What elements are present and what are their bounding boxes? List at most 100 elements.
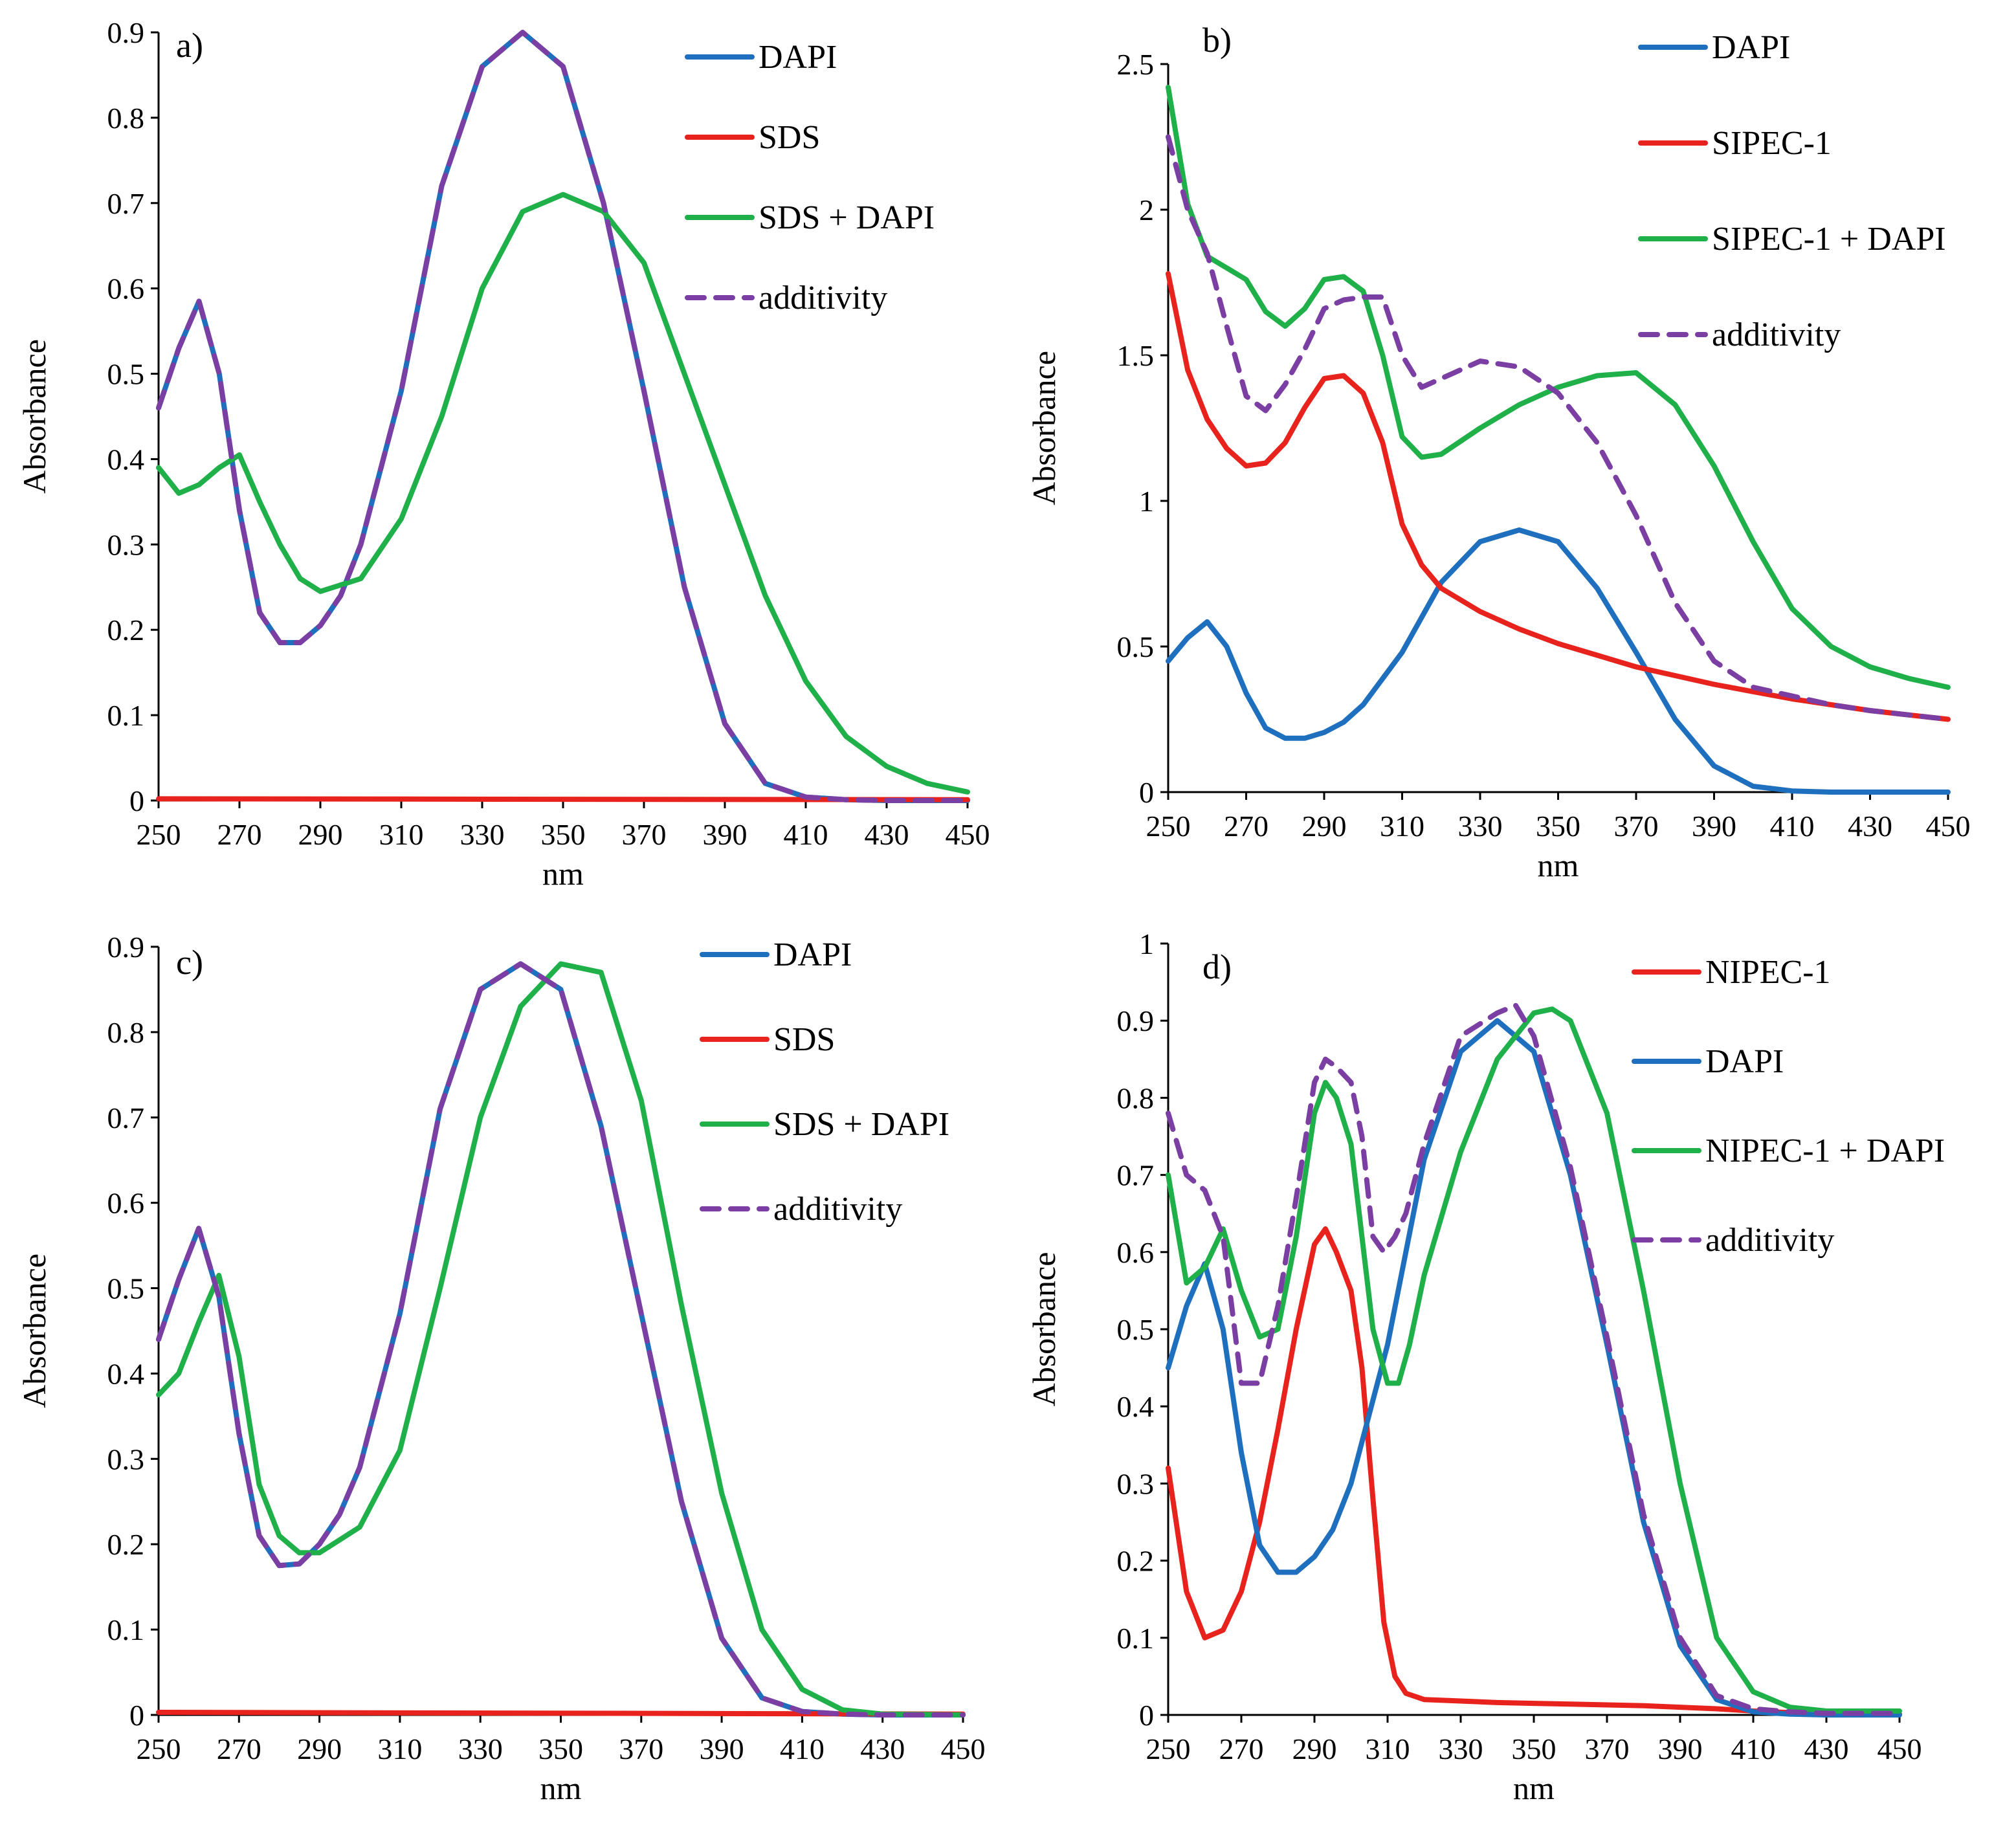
y-tick-label: 0.7 bbox=[107, 1101, 145, 1134]
legend-label: additivity bbox=[1712, 316, 1841, 353]
y-tick-label: 0.9 bbox=[1117, 1004, 1155, 1037]
y-tick-label: 2 bbox=[1139, 193, 1154, 226]
x-tick-label: 270 bbox=[217, 1732, 261, 1765]
x-tick-label: 310 bbox=[377, 1732, 422, 1765]
legend-label: SIPEC-1 + DAPI bbox=[1712, 221, 1946, 258]
x-tick-label: 450 bbox=[946, 818, 990, 851]
series-line-additivity bbox=[1166, 134, 1951, 722]
x-tick-label: 330 bbox=[1439, 1732, 1483, 1765]
x-tick-label: 430 bbox=[860, 1732, 905, 1765]
x-tick-label: 250 bbox=[1146, 1732, 1191, 1765]
y-axis-title: Absorbance bbox=[16, 339, 52, 494]
y-tick-label: 1.5 bbox=[1117, 339, 1155, 372]
x-tick-label: 250 bbox=[137, 1732, 181, 1765]
y-tick-label: 0.3 bbox=[107, 528, 145, 561]
legend-label: NIPEC-1 bbox=[1705, 954, 1831, 991]
y-tick-label: 0.5 bbox=[1117, 1313, 1155, 1346]
x-tick-label: 410 bbox=[1731, 1732, 1776, 1765]
chart-panel-c: 0 0.1 0.2 0.3 0.4 0.5 0.6 0.7 0.8 0.9 250 270 290 310… bbox=[16, 931, 986, 1806]
x-tick-label: 350 bbox=[538, 1732, 583, 1765]
x-tick-label: 410 bbox=[784, 818, 828, 851]
series-line-sds bbox=[156, 1710, 966, 1717]
y-axis-title: Absorbance bbox=[16, 1254, 52, 1408]
x-tick-label: 310 bbox=[1380, 810, 1424, 843]
legend-label: NIPEC-1 + DAPI bbox=[1705, 1132, 1945, 1169]
y-tick-label: 1 bbox=[1139, 927, 1154, 960]
series-line-additivity bbox=[156, 30, 970, 803]
x-tick-label: 390 bbox=[700, 1732, 744, 1765]
legend-label: DAPI bbox=[759, 39, 837, 76]
y-tick-label: 0.9 bbox=[107, 16, 145, 49]
x-tick-label: 330 bbox=[458, 1732, 503, 1765]
x-tick-label: 330 bbox=[1458, 810, 1503, 843]
y-tick-label: 0.8 bbox=[107, 1016, 145, 1049]
x-tick-label: 270 bbox=[217, 818, 262, 851]
x-tick-label: 390 bbox=[1692, 810, 1736, 843]
x-tick-label: 250 bbox=[1146, 810, 1191, 843]
series-line-additivity bbox=[1166, 1002, 1902, 1716]
legend-label: SDS + DAPI bbox=[773, 1106, 949, 1143]
legend-label: additivity bbox=[1705, 1222, 1834, 1259]
x-axis-title: nm bbox=[540, 1770, 582, 1806]
y-tick-label: 0.5 bbox=[107, 1272, 145, 1305]
x-axis-title: nm bbox=[1513, 1770, 1555, 1806]
y-tick-label: 0.1 bbox=[107, 699, 145, 732]
x-axis-title: nm bbox=[1538, 847, 1579, 883]
y-tick-label: 0.4 bbox=[107, 1357, 145, 1390]
x-tick-label: 450 bbox=[1926, 810, 1971, 843]
y-tick-label: 1 bbox=[1139, 485, 1154, 518]
legend-label: SDS bbox=[773, 1021, 835, 1058]
x-tick-label: 370 bbox=[1585, 1732, 1630, 1765]
x-tick-label: 330 bbox=[460, 818, 505, 851]
chart-panel-a: 0 0.1 0.2 0.3 0.4 0.5 0.6 0.7 0.8 0.9 250 270 290 310… bbox=[16, 16, 990, 892]
x-tick-label: 290 bbox=[298, 818, 343, 851]
x-tick-label: 290 bbox=[297, 1732, 342, 1765]
x-tick-label: 310 bbox=[379, 818, 424, 851]
x-tick-label: 250 bbox=[137, 818, 181, 851]
panel-label: a) bbox=[176, 26, 203, 65]
legend-label: DAPI bbox=[773, 936, 852, 973]
x-tick-label: 370 bbox=[622, 818, 667, 851]
y-tick-label: 0.7 bbox=[107, 187, 145, 220]
y-tick-label: 0.6 bbox=[107, 1187, 145, 1220]
x-axis-title: nm bbox=[542, 856, 584, 892]
series-line-dapi bbox=[1166, 527, 1951, 795]
legend-label: DAPI bbox=[1705, 1043, 1784, 1080]
x-tick-label: 290 bbox=[1292, 1732, 1337, 1765]
x-tick-label: 270 bbox=[1219, 1732, 1264, 1765]
y-tick-label: 0.8 bbox=[1117, 1081, 1155, 1114]
y-tick-label: 0.9 bbox=[107, 931, 145, 964]
x-tick-label: 390 bbox=[1658, 1732, 1703, 1765]
y-tick-label: 0.2 bbox=[1117, 1545, 1155, 1578]
y-tick-label: 0.6 bbox=[107, 272, 145, 305]
x-tick-label: 450 bbox=[1878, 1732, 1922, 1765]
y-tick-label: 0 bbox=[129, 784, 144, 817]
y-tick-label: 0.3 bbox=[1117, 1467, 1155, 1500]
y-tick-label: 0.6 bbox=[1117, 1236, 1155, 1269]
y-tick-label: 0 bbox=[1139, 1699, 1154, 1732]
panel-label: c) bbox=[176, 943, 203, 982]
panel-label: b) bbox=[1202, 21, 1232, 60]
y-tick-label: 0.4 bbox=[1117, 1390, 1155, 1423]
x-tick-label: 410 bbox=[1770, 810, 1815, 843]
series-line-dapi bbox=[1166, 1018, 1902, 1718]
series-line-sipec-1 bbox=[1166, 271, 1951, 722]
chart-panel-d: 0 0.1 0.2 0.3 0.4 0.5 0.6 0.7 0.8 0.9 1 250 270 290 31… bbox=[1026, 927, 1945, 1806]
legend-label: additivity bbox=[759, 280, 887, 316]
y-tick-label: 0.8 bbox=[107, 102, 145, 135]
y-tick-label: 0.3 bbox=[107, 1442, 145, 1475]
x-tick-label: 430 bbox=[865, 818, 909, 851]
series-line-sds-dapi bbox=[156, 192, 970, 795]
x-tick-label: 430 bbox=[1804, 1732, 1849, 1765]
y-tick-label: 0.1 bbox=[107, 1613, 145, 1646]
series-line-additivity bbox=[156, 961, 966, 1718]
x-tick-label: 370 bbox=[1614, 810, 1659, 843]
y-tick-label: 0.7 bbox=[1117, 1159, 1155, 1192]
panel-label: d) bbox=[1202, 947, 1232, 986]
x-tick-label: 350 bbox=[1536, 810, 1580, 843]
legend-label: SDS bbox=[759, 119, 820, 156]
y-tick-label: 0 bbox=[129, 1699, 144, 1732]
x-tick-label: 450 bbox=[941, 1732, 986, 1765]
y-tick-label: 2.5 bbox=[1117, 48, 1155, 81]
y-tick-label: 0.2 bbox=[107, 613, 145, 646]
